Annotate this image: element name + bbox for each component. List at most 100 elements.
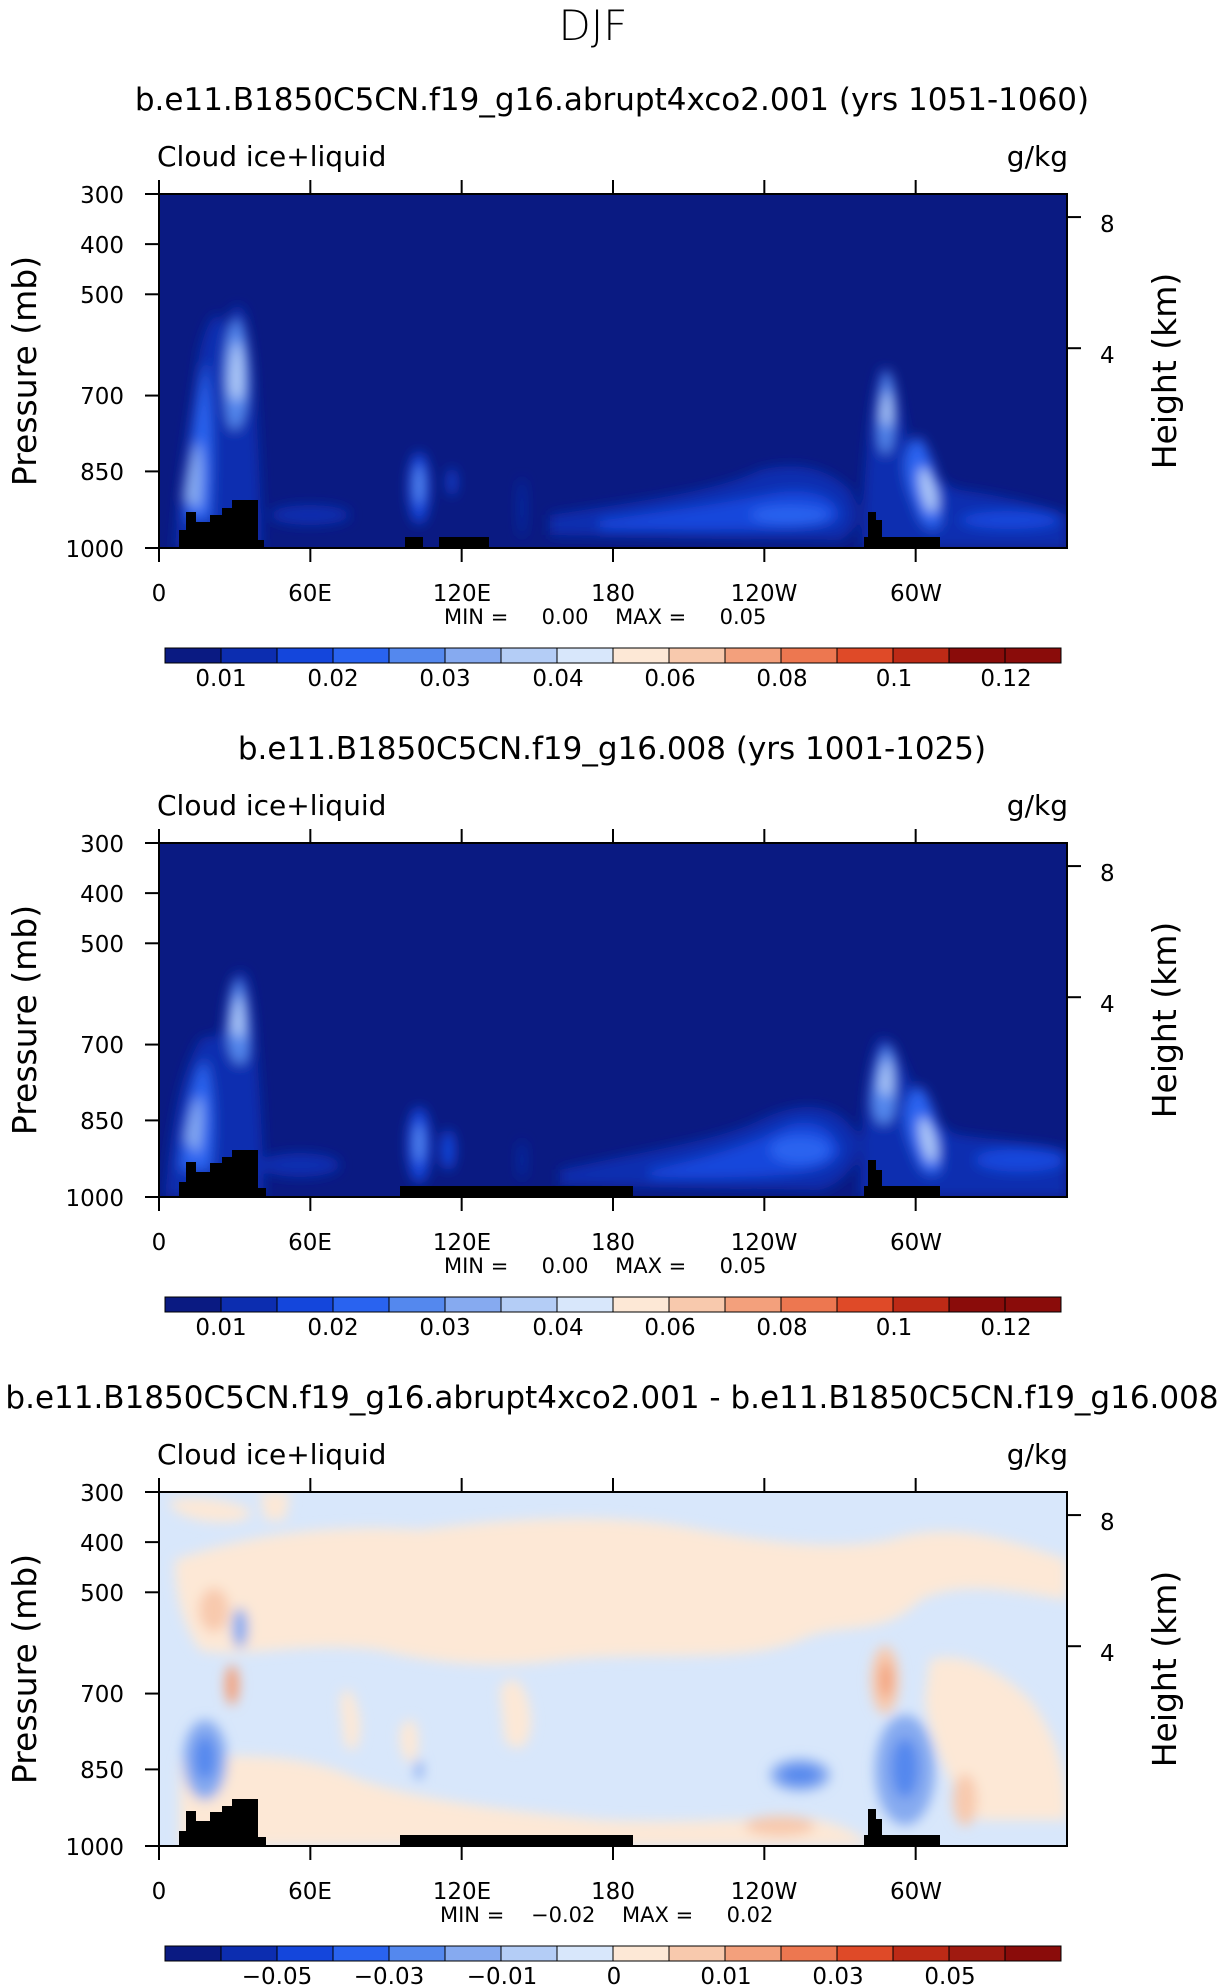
- panel-2-colorbar: [164, 1296, 1062, 1313]
- panel-2-cbar-label-8: 0.12: [980, 1315, 1031, 1341]
- colorbar-segment: [948, 1296, 1006, 1313]
- colorbar-segment: [276, 1945, 334, 1962]
- panel-1-terrain-africa: [179, 500, 264, 548]
- panel-2-africa-upper-peak: [232, 994, 243, 1040]
- panel-3-ytick-right-8: 8: [1100, 1510, 1115, 1536]
- colorbar-segment: [668, 1945, 726, 1962]
- colorbar-segment: [892, 647, 950, 664]
- panel-2-ytick-850: 850: [80, 1109, 124, 1135]
- colorbar-segment: [500, 1945, 558, 1962]
- panel-1-cloud-110e-core: [414, 465, 424, 505]
- panel-2-contours: [165, 971, 1067, 1197]
- panel-3-positive-top-patches: [170, 1492, 290, 1522]
- panel-1-colorbar: [164, 647, 1062, 664]
- panel-3: b.e11.B1850C5CN.f19_g16.abrupt4xco2.001 …: [5, 1380, 1219, 1987]
- panel-2-plot: [159, 843, 1067, 1197]
- panel-2-subtitle-right: g/kg: [1007, 789, 1068, 822]
- colorbar-segment: [836, 1945, 894, 1962]
- panel-3-ytick-850: 850: [80, 1758, 124, 1784]
- panel-3-colorbar: [164, 1945, 1062, 1962]
- panel-3-ytick-1000: 1000: [65, 1835, 124, 1861]
- panel-1-cbar-label-1: 0.01: [195, 666, 246, 692]
- panel-1-sam-lower-core: [919, 467, 937, 514]
- panel-3-xtick-60w: 60W: [890, 1879, 942, 1905]
- panel-2-terrain-africa: [179, 1150, 266, 1197]
- panel-1-ylabel: Pressure (mb): [5, 256, 44, 486]
- panel-1-xtick-120e: 120E: [433, 581, 491, 607]
- panel-1-ytick-right-8: 8: [1100, 212, 1115, 238]
- colorbar-segment: [668, 647, 726, 664]
- panel-3-ytick-300: 300: [80, 1481, 124, 1507]
- panel-1-ytick-700: 700: [80, 384, 124, 410]
- panel-2-cbar-label-3: 0.03: [419, 1315, 470, 1341]
- panel-3-positive-central-plumes: [340, 1679, 531, 1763]
- panel-1-title: b.e11.B1850C5CN.f19_g16.abrupt4xco2.001 …: [135, 82, 1089, 118]
- panel-2-cloud-110e-core: [414, 1123, 424, 1163]
- panel-2-cbar-label-7: 0.1: [876, 1315, 913, 1341]
- panel-1-cbar-label-8: 0.12: [980, 666, 1031, 692]
- panel-3-negative-africa-upper: [232, 1608, 248, 1648]
- panel-1-xtick-0: 0: [152, 581, 167, 607]
- colorbar-segment: [724, 1945, 782, 1962]
- panel-3-terrain-maritime: [400, 1835, 633, 1846]
- panel-1-cbar-label-4: 0.04: [532, 666, 583, 692]
- panel-3-positive-africa-core: [225, 1665, 239, 1705]
- colorbar-segment: [164, 1945, 222, 1962]
- panel-2-ytick-right-4: 4: [1100, 992, 1115, 1018]
- panel-2-pacific-band-core: [770, 1136, 830, 1164]
- panel-3-positive-pacific-low: [745, 1816, 815, 1836]
- panel-2-xtick-0: 0: [152, 1230, 167, 1256]
- colorbar-segment: [220, 1296, 278, 1313]
- panel-3-cbar-label-3: −0.01: [467, 1964, 537, 1987]
- colorbar-segment: [724, 647, 782, 664]
- panel-1-ytick-400: 400: [80, 233, 124, 259]
- colorbar-segment: [1004, 1945, 1062, 1962]
- colorbar-segment: [332, 1945, 390, 1962]
- panel-1-subtitle-left: Cloud ice+liquid: [157, 140, 386, 173]
- panel-2: b.e11.B1850C5CN.f19_g16.008 (yrs 1001-10…: [5, 731, 1184, 1341]
- colorbar-segment: [220, 647, 278, 664]
- panel-3-plot: [159, 1492, 1067, 1846]
- panel-1-cloud-150e: [519, 478, 525, 538]
- panel-3-xtick-0: 0: [152, 1879, 167, 1905]
- panel-3-cbar-label-6: 0.03: [812, 1964, 863, 1987]
- panel-2-cbar-label-5: 0.06: [644, 1315, 695, 1341]
- colorbar-segment: [780, 647, 838, 664]
- panel-1-min-max: MIN = 0.00 MAX = 0.05: [444, 605, 766, 629]
- panel-2-cbar-label-2: 0.02: [307, 1315, 358, 1341]
- panel-2-xtick-120e: 120E: [433, 1230, 491, 1256]
- panel-1: b.e11.B1850C5CN.f19_g16.abrupt4xco2.001 …: [5, 82, 1184, 692]
- colorbar-segment: [948, 1945, 1006, 1962]
- panel-2-terrain: [179, 1150, 940, 1197]
- panel-2-sam-lower-core: [919, 1117, 937, 1164]
- panel-3-cbar-label-4: 0: [607, 1964, 622, 1987]
- colorbar-segment: [500, 1296, 558, 1313]
- colorbar-segment: [892, 1296, 950, 1313]
- panel-3-subtitle-right: g/kg: [1007, 1438, 1068, 1471]
- colorbar-segment: [276, 1296, 334, 1313]
- panel-1-ytick-850: 850: [80, 460, 124, 486]
- colorbar-segment: [780, 1945, 838, 1962]
- panel-2-xtick-60w: 60W: [890, 1230, 942, 1256]
- colorbar-segment: [556, 1945, 614, 1962]
- panel-3-cbar-label-5: 0.01: [700, 1964, 751, 1987]
- panel-2-colorbar-labels: 0.01 0.02 0.03 0.04 0.06 0.08 0.1 0.12: [195, 1315, 1031, 1341]
- colorbar-segment: [332, 647, 390, 664]
- panel-1-cbar-label-6: 0.08: [756, 666, 807, 692]
- panel-2-axes: [145, 829, 1081, 1211]
- panel-3-positive-upper-band: [175, 1518, 1067, 1665]
- colorbar-segment: [612, 647, 670, 664]
- panel-1-xtick-60e: 60E: [288, 581, 332, 607]
- panel-1-ytick-1000: 1000: [65, 537, 124, 563]
- panel-1-terrain-indonesia-2: [439, 537, 489, 548]
- panel-1-africa-upper-peak: [230, 340, 243, 402]
- panel-2-terrain-andes: [864, 1160, 940, 1197]
- colorbar-segment: [948, 647, 1006, 664]
- panel-3-title: b.e11.B1850C5CN.f19_g16.abrupt4xco2.001 …: [5, 1380, 1218, 1416]
- panel-3-positive-east-core: [953, 1774, 977, 1826]
- panel-1-cbar-label-2: 0.02: [307, 666, 358, 692]
- panel-3-ytick-500: 500: [80, 1581, 124, 1607]
- colorbar-segment: [388, 1945, 446, 1962]
- panel-1-atlantic-band: [960, 511, 1060, 529]
- colorbar-segment: [1004, 1296, 1062, 1313]
